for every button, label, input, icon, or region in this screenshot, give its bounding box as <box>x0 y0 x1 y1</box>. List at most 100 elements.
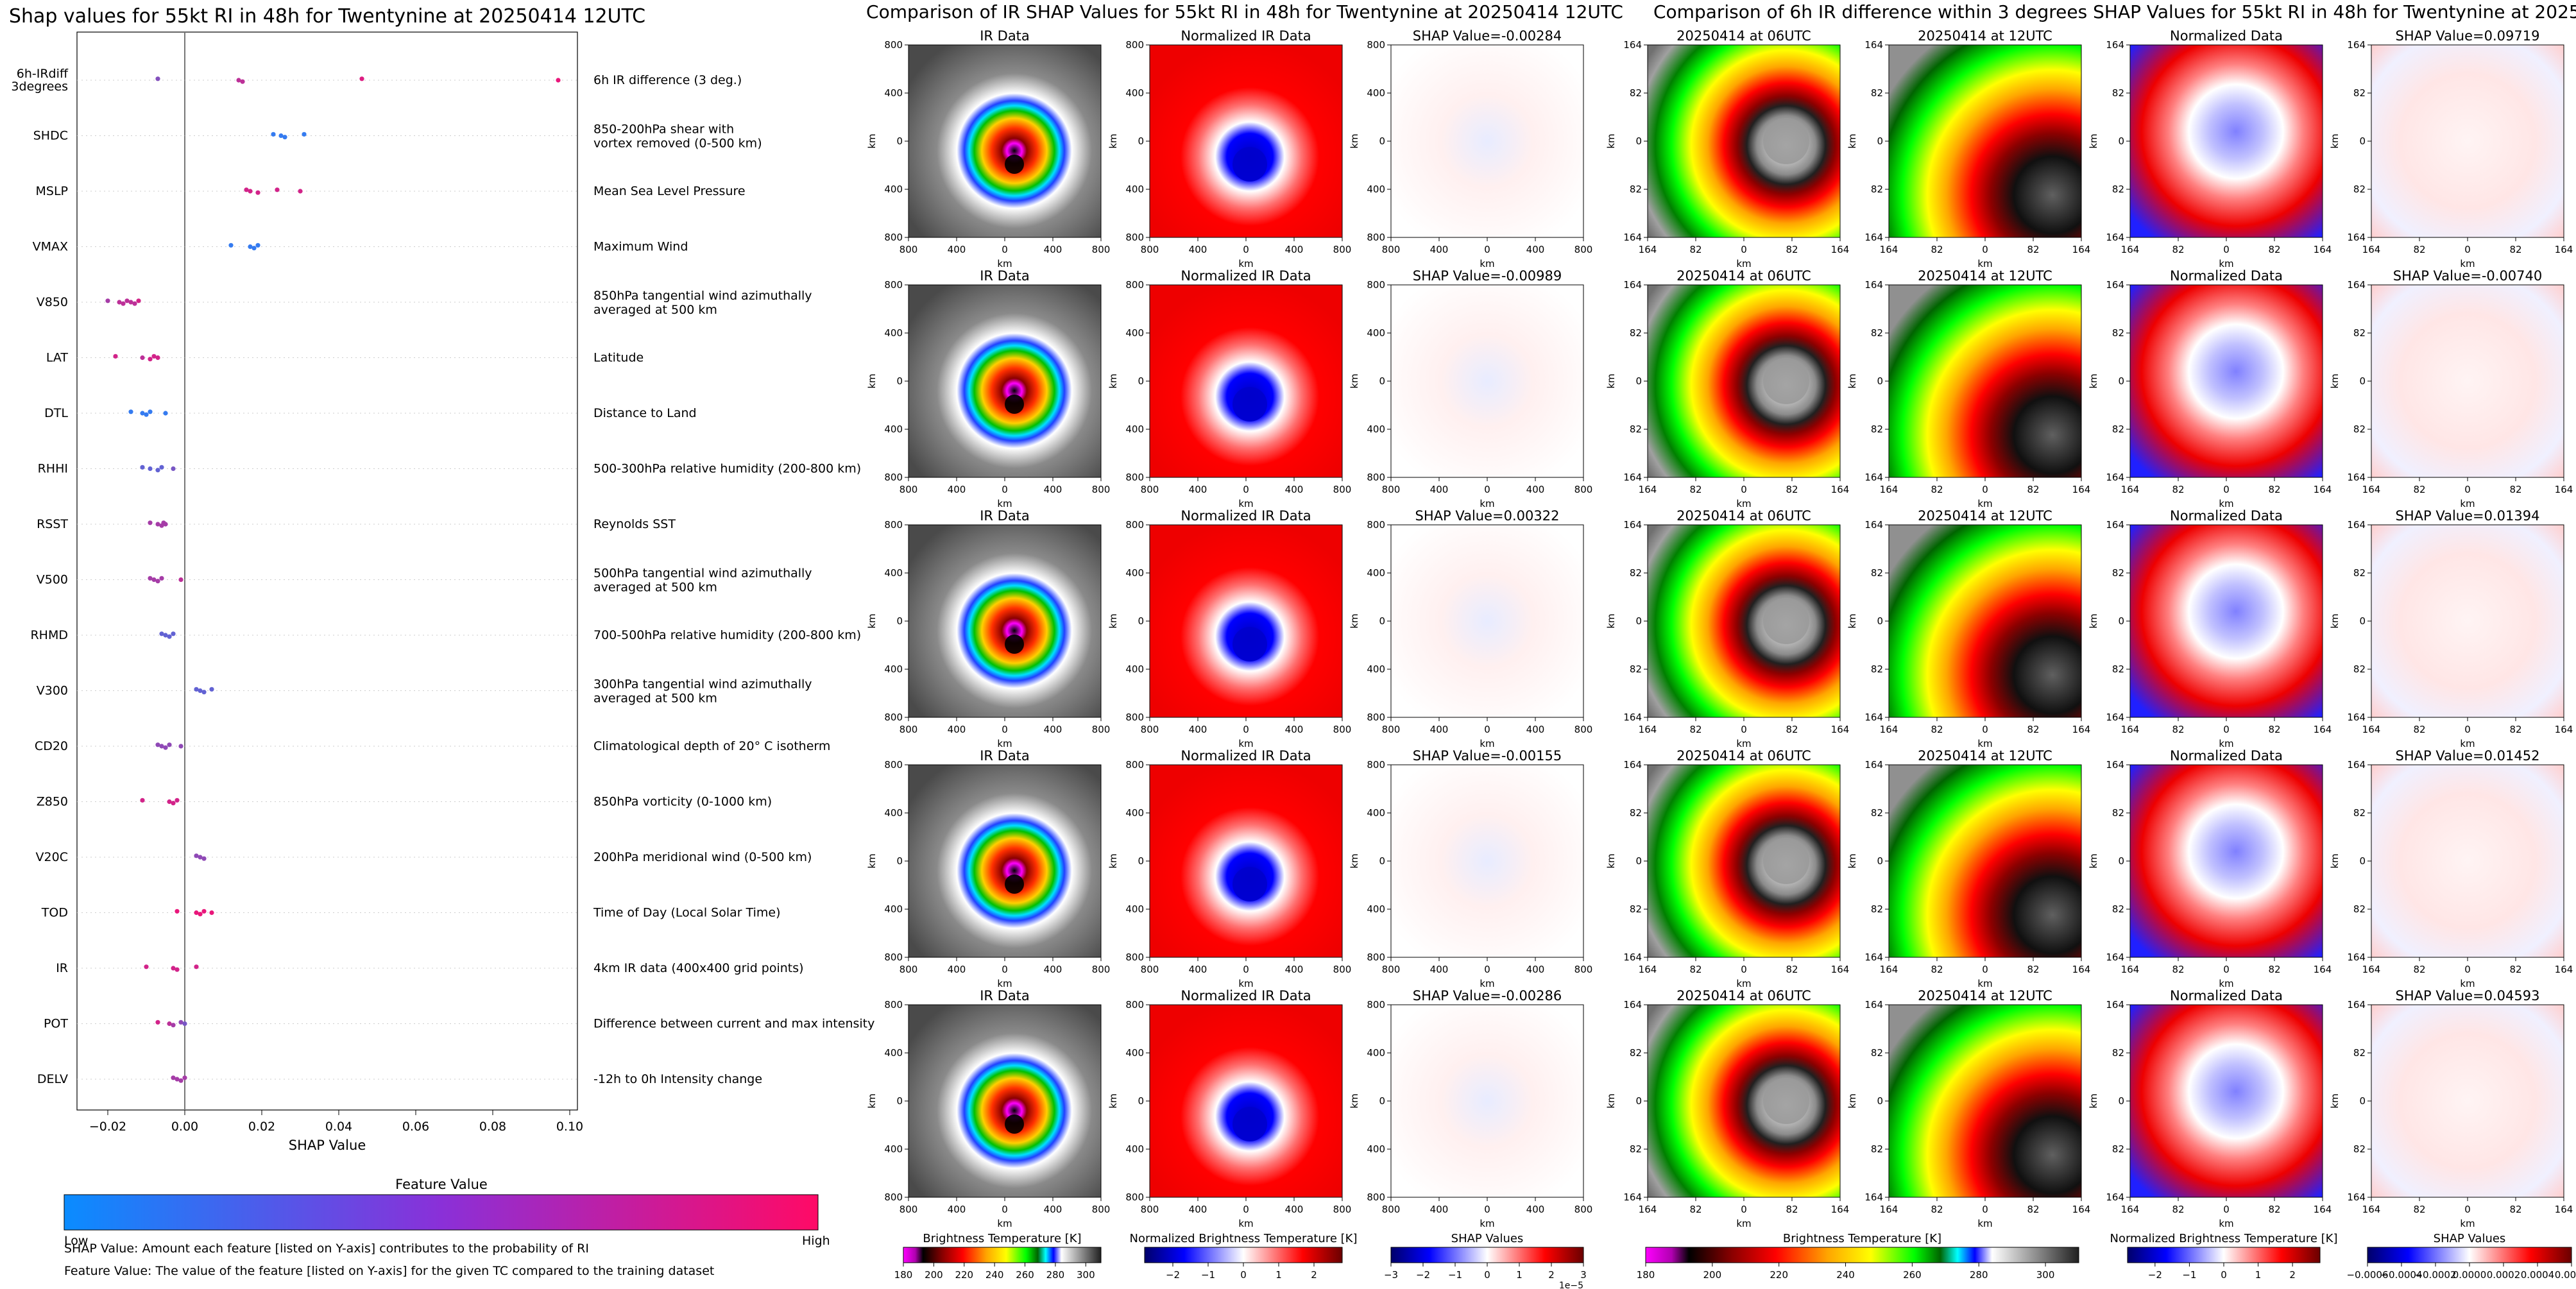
colorbar-tick-label: 260 <box>1903 1269 1922 1281</box>
shap-point <box>132 301 137 306</box>
y-tick-label: 164 <box>2347 999 2366 1011</box>
y-tick-label: 164 <box>2347 759 2366 771</box>
y-tick-label: 400 <box>1125 327 1144 339</box>
feature-label: POT <box>44 1017 68 1031</box>
storm-core <box>1233 147 1267 182</box>
panel-title: 20250414 at 12UTC <box>1918 988 2052 1003</box>
colorbar-tick-label: −2 <box>1416 1269 1430 1281</box>
shap-point <box>556 78 561 83</box>
shap-point <box>163 745 168 750</box>
y-axis-label: km <box>2088 613 2099 628</box>
shap-point <box>167 742 172 747</box>
x-tick-label: 82 <box>2413 724 2425 735</box>
y-tick-label: 400 <box>1367 1047 1385 1059</box>
panel-title: Normalized IR Data <box>1181 748 1311 764</box>
shap-point <box>163 522 168 527</box>
y-tick-label: 164 <box>2106 279 2124 291</box>
y-tick-label: 164 <box>1864 1191 1883 1203</box>
panel-title: IR Data <box>980 268 1030 284</box>
x-axis-label: km <box>997 258 1012 269</box>
x-tick-label: 82 <box>2413 484 2425 495</box>
x-tick-label: 0 <box>2464 244 2471 255</box>
y-tick-label: 82 <box>2112 903 2124 915</box>
shap-point <box>128 300 133 305</box>
x-tick-label: 800 <box>1092 724 1111 735</box>
y-tick-label: 164 <box>1623 39 1642 51</box>
y-tick-label: 164 <box>1864 952 1883 963</box>
shap-point <box>167 1021 172 1027</box>
feature-label: LAT <box>46 351 69 365</box>
colorbar-tick-label: 3 <box>1580 1269 1587 1281</box>
x-tick-label: 800 <box>1574 484 1593 495</box>
feature-description: 700-500hPa relative humidity (200-800 km… <box>593 628 861 642</box>
panel-title: 20250414 at 12UTC <box>1918 508 2052 524</box>
y-tick-label: 800 <box>884 472 903 483</box>
map-panel <box>1888 764 2082 958</box>
x-tick-label: 400 <box>1285 964 1304 975</box>
x-tick-label: 400 <box>1044 964 1062 975</box>
y-axis-label: km <box>1349 1093 1360 1108</box>
y-tick-label: 0 <box>1379 375 1385 387</box>
y-tick-label: 82 <box>1630 1143 1642 1155</box>
map-panel <box>1888 44 2082 238</box>
shap-point <box>159 744 164 749</box>
y-tick-label: 400 <box>1125 903 1144 915</box>
x-tick-label: 82 <box>2027 724 2039 735</box>
y-tick-label: 82 <box>1871 184 1883 195</box>
y-axis-label: km <box>1847 373 1858 388</box>
y-tick-label: 164 <box>2347 232 2366 243</box>
y-axis-label: km <box>866 133 878 148</box>
x-tick-label: 0 <box>1243 964 1249 975</box>
shap-point <box>255 243 260 248</box>
y-tick-label: 82 <box>2112 184 2124 195</box>
y-axis-label: km <box>2088 1093 2099 1108</box>
feature-description: Mean Sea Level Pressure <box>593 184 746 198</box>
x-tick-label: 0.08 <box>479 1120 506 1134</box>
feature-label: VMAX <box>33 240 68 254</box>
feature-description: 500-300hPa relative humidity (200-800 km… <box>593 462 861 476</box>
y-tick-label: 0 <box>1877 135 1883 147</box>
x-tick-label: 164 <box>2072 244 2091 255</box>
x-tick-label: 800 <box>1092 1204 1111 1215</box>
y-tick-label: 164 <box>1623 519 1642 531</box>
x-tick-label: 164 <box>1880 964 1898 975</box>
y-tick-label: 800 <box>1125 759 1144 771</box>
shap-point <box>155 468 160 473</box>
y-tick-label: 0 <box>1877 375 1883 387</box>
y-tick-label: 82 <box>1630 327 1642 339</box>
map-panel <box>1390 524 1584 718</box>
x-tick-label: 800 <box>900 484 918 495</box>
y-tick-label: 800 <box>1125 279 1144 291</box>
x-axis-label: km <box>1736 978 1751 989</box>
feature-description: Time of Day (Local Solar Time) <box>593 906 781 920</box>
y-tick-label: 0 <box>2359 855 2366 867</box>
x-tick-label: 0 <box>1002 244 1008 255</box>
x-axis-label: km <box>997 1218 1012 1229</box>
shap-point <box>244 187 249 192</box>
y-tick-label: 800 <box>1125 39 1144 51</box>
x-tick-label: 82 <box>1689 1204 1702 1215</box>
y-axis-label: km <box>1349 133 1360 148</box>
y-tick-label: 400 <box>884 663 903 675</box>
x-tick-label: 82 <box>2268 724 2280 735</box>
shap-point <box>359 76 364 81</box>
shap-point <box>159 631 164 636</box>
note-feature-value: Feature Value: The value of the feature … <box>64 1264 715 1278</box>
shap-point <box>178 1020 183 1025</box>
y-axis-label: km <box>2329 133 2341 148</box>
x-tick-label: 400 <box>1526 964 1545 975</box>
panel-title: IR Data <box>980 508 1030 524</box>
shap-point <box>128 409 133 414</box>
y-tick-label: 800 <box>884 279 903 291</box>
y-tick-label: 82 <box>2353 663 2366 675</box>
y-tick-label: 82 <box>2112 1047 2124 1059</box>
x-tick-label: 800 <box>1574 1204 1593 1215</box>
x-tick-label: 400 <box>948 964 966 975</box>
x-tick-label: 82 <box>2268 1204 2280 1215</box>
colorbar-tick-label: −0.0006 <box>2346 1269 2388 1281</box>
panel-title: SHAP Value=-0.00284 <box>1413 28 1562 44</box>
shap-point <box>155 355 160 361</box>
x-tick-label: 164 <box>2121 244 2140 255</box>
y-tick-label: 0 <box>1379 855 1385 867</box>
colorbar-label: Feature Value <box>395 1177 488 1192</box>
